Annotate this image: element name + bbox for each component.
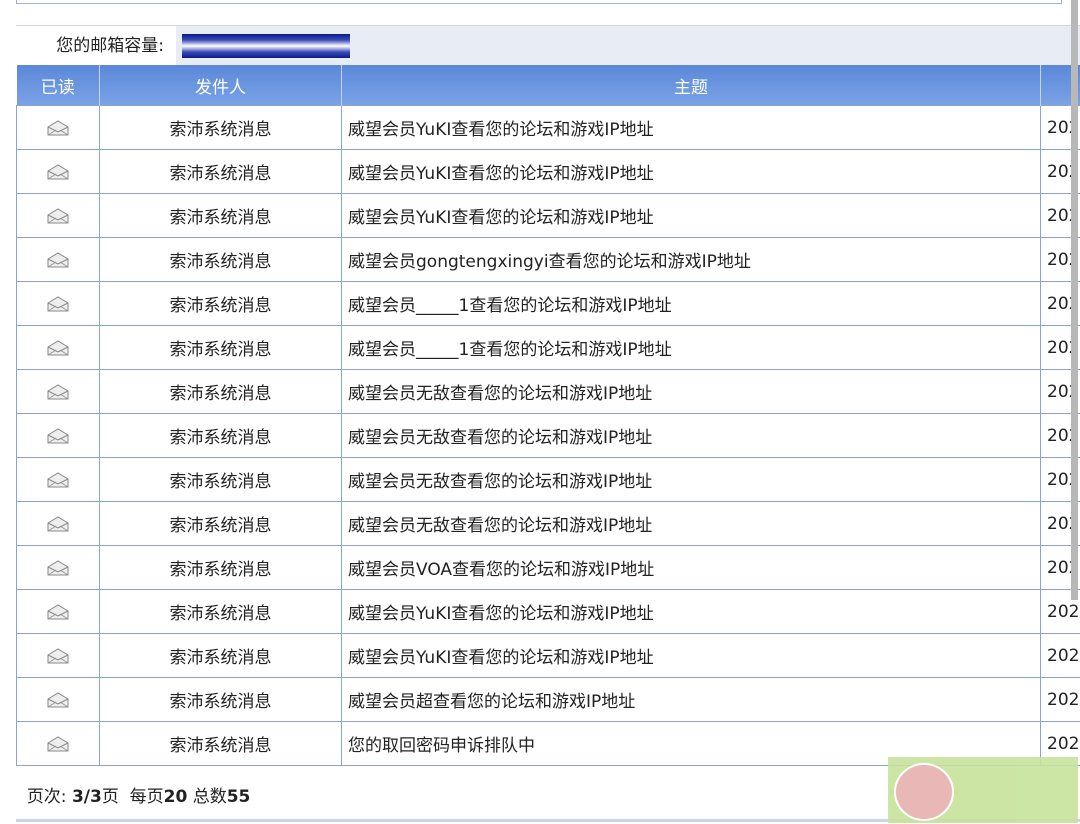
per-page-value: 20 xyxy=(163,787,188,807)
table-row[interactable]: 索沛系统消息 威望会员_____1查看您的论坛和游戏IP地址 2020 xyxy=(16,281,1080,326)
envelope-open-icon[interactable] xyxy=(47,603,69,620)
subject-link[interactable]: 威望会员YuKI查看您的论坛和游戏IP地址 xyxy=(341,589,1041,634)
envelope-open-icon[interactable] xyxy=(47,295,69,312)
table-row[interactable]: 索沛系统消息 威望会员YuKI查看您的论坛和游戏IP地址 2020 xyxy=(16,193,1080,238)
read-status-cell xyxy=(16,633,100,678)
sender-cell: 索沛系统消息 xyxy=(99,633,342,678)
envelope-open-icon[interactable] xyxy=(47,471,69,488)
sender-cell: 索沛系统消息 xyxy=(99,677,342,722)
subject-link[interactable]: 威望会员gongtengxingyi查看您的论坛和游戏IP地址 xyxy=(341,237,1041,282)
envelope-open-icon[interactable] xyxy=(47,691,69,708)
envelope-open-icon[interactable] xyxy=(47,339,69,356)
table-row[interactable]: 索沛系统消息 威望会员YuKI查看您的论坛和游戏IP地址 2020 xyxy=(16,149,1080,194)
capacity-meter xyxy=(182,34,350,58)
subject-link[interactable]: 威望会员_____1查看您的论坛和游戏IP地址 xyxy=(341,325,1041,370)
subject-link[interactable]: 威望会员无敌查看您的论坛和游戏IP地址 xyxy=(341,413,1041,458)
top-panel xyxy=(16,0,1062,4)
table-row[interactable]: 索沛系统消息 威望会员超查看您的论坛和游戏IP地址 2020 xyxy=(16,677,1080,722)
subject-link[interactable]: 威望会员YuKI查看您的论坛和游戏IP地址 xyxy=(341,149,1041,194)
table-row[interactable]: 索沛系统消息 威望会员VOA查看您的论坛和游戏IP地址 2020 xyxy=(16,545,1080,590)
per-page-label: 每页 xyxy=(129,787,164,807)
subject-link[interactable]: 威望会员无敌查看您的论坛和游戏IP地址 xyxy=(341,369,1041,414)
sender-cell: 索沛系统消息 xyxy=(99,545,342,590)
read-status-cell xyxy=(16,501,100,546)
read-status-cell xyxy=(16,721,100,766)
table-row[interactable]: 索沛系统消息 威望会员无敌查看您的论坛和游戏IP地址 2020 xyxy=(16,501,1080,546)
sender-cell: 索沛系统消息 xyxy=(99,281,342,326)
mailbox-capacity-bar: 您的邮箱容量: xyxy=(16,25,1080,66)
sender-cell: 索沛系统消息 xyxy=(99,325,342,370)
subject-link[interactable]: 威望会员超查看您的论坛和游戏IP地址 xyxy=(341,677,1041,722)
sender-cell: 索沛系统消息 xyxy=(99,369,342,414)
header-read[interactable]: 已读 xyxy=(16,65,100,106)
header-subject[interactable]: 主题 xyxy=(341,65,1041,106)
total-label: 总数 xyxy=(192,787,227,807)
envelope-open-icon[interactable] xyxy=(47,163,69,180)
table-row[interactable]: 索沛系统消息 威望会员无敌查看您的论坛和游戏IP地址 2020 xyxy=(16,457,1080,502)
read-status-cell xyxy=(16,149,100,194)
table-row[interactable]: 索沛系统消息 威望会员YuKI查看您的论坛和游戏IP地址 2020 xyxy=(16,633,1080,678)
envelope-open-icon[interactable] xyxy=(47,251,69,268)
subject-link[interactable]: 威望会员YuKI查看您的论坛和游戏IP地址 xyxy=(341,193,1041,238)
envelope-open-icon[interactable] xyxy=(47,647,69,664)
message-table: 已读 发件人 主题 索沛系统消息 威望会员YuKI查看您的论坛和游戏IP地址 2… xyxy=(16,65,1080,766)
subject-link[interactable]: 威望会员YuKI查看您的论坛和游戏IP地址 xyxy=(341,633,1041,678)
envelope-open-icon[interactable] xyxy=(47,207,69,224)
subject-link[interactable]: 威望会员VOA查看您的论坛和游戏IP地址 xyxy=(341,545,1041,590)
header-sender[interactable]: 发件人 xyxy=(99,65,342,106)
capacity-label: 您的邮箱容量: xyxy=(56,36,164,56)
watermark-logo xyxy=(888,757,1078,823)
sender-cell: 索沛系统消息 xyxy=(99,149,342,194)
table-row[interactable]: 索沛系统消息 威望会员_____1查看您的论坛和游戏IP地址 2020 xyxy=(16,325,1080,370)
table-row[interactable]: 索沛系统消息 威望会员YuKI查看您的论坛和游戏IP地址 2020 xyxy=(16,589,1080,634)
table-row[interactable]: 索沛系统消息 威望会员无敌查看您的论坛和游戏IP地址 2020 xyxy=(16,413,1080,458)
sender-cell: 索沛系统消息 xyxy=(99,105,342,150)
table-row[interactable]: 索沛系统消息 威望会员YuKI查看您的论坛和游戏IP地址 2020 xyxy=(16,105,1080,150)
read-status-cell xyxy=(16,237,100,282)
read-status-cell xyxy=(16,545,100,590)
read-status-cell xyxy=(16,589,100,634)
sender-cell: 索沛系统消息 xyxy=(99,457,342,502)
read-status-cell xyxy=(16,325,100,370)
pagination-info: 页次: 3/3页 每页20 总数55 xyxy=(16,771,1080,822)
envelope-open-icon[interactable] xyxy=(47,383,69,400)
total-value: 55 xyxy=(226,787,251,807)
page-value: 3/3 xyxy=(71,787,102,807)
sender-cell: 索沛系统消息 xyxy=(99,413,342,458)
read-status-cell xyxy=(16,193,100,238)
table-row[interactable]: 索沛系统消息 您的取回密码申诉排队中 2020 xyxy=(16,721,1080,766)
read-status-cell xyxy=(16,369,100,414)
sender-cell: 索沛系统消息 xyxy=(99,237,342,282)
table-header: 已读 发件人 主题 xyxy=(16,65,1080,106)
read-status-cell xyxy=(16,457,100,502)
read-status-cell xyxy=(16,105,100,150)
table-row[interactable]: 索沛系统消息 威望会员无敌查看您的论坛和游戏IP地址 2020 xyxy=(16,369,1080,414)
envelope-open-icon[interactable] xyxy=(47,119,69,136)
read-status-cell xyxy=(16,413,100,458)
envelope-open-icon[interactable] xyxy=(47,515,69,532)
table-row[interactable]: 索沛系统消息 威望会员gongtengxingyi查看您的论坛和游戏IP地址 2… xyxy=(16,237,1080,282)
subject-link[interactable]: 威望会员_____1查看您的论坛和游戏IP地址 xyxy=(341,281,1041,326)
subject-link[interactable]: 威望会员YuKI查看您的论坛和游戏IP地址 xyxy=(341,105,1041,150)
subject-link[interactable]: 威望会员无敌查看您的论坛和游戏IP地址 xyxy=(341,457,1041,502)
date-cell: 2020 xyxy=(1040,677,1080,722)
envelope-open-icon[interactable] xyxy=(47,559,69,576)
read-status-cell xyxy=(16,281,100,326)
sender-cell: 索沛系统消息 xyxy=(99,193,342,238)
envelope-open-icon[interactable] xyxy=(47,735,69,752)
page-unit: 页 xyxy=(101,787,119,807)
page-label: 页次: xyxy=(26,787,67,807)
scrollbar[interactable] xyxy=(1071,0,1078,600)
read-status-cell xyxy=(16,677,100,722)
subject-link[interactable]: 威望会员无敌查看您的论坛和游戏IP地址 xyxy=(341,501,1041,546)
date-cell: 2020 xyxy=(1040,633,1080,678)
envelope-open-icon[interactable] xyxy=(47,427,69,444)
sender-cell: 索沛系统消息 xyxy=(99,501,342,546)
sender-cell: 索沛系统消息 xyxy=(99,589,342,634)
sender-cell: 索沛系统消息 xyxy=(99,721,342,766)
